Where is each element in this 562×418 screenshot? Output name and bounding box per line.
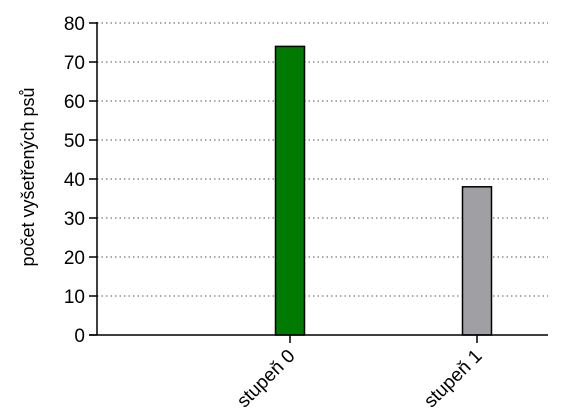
x-tick-label: stupeň 1: [420, 346, 486, 412]
y-tick-label: 0: [74, 326, 85, 347]
y-tick-label: 60: [64, 92, 85, 113]
y-tick-label: 40: [64, 170, 85, 191]
grid-lines: [97, 22, 548, 297]
y-axis-label: počet vyšetřených psů: [18, 87, 38, 266]
bar: [274, 45, 306, 336]
y-tick-label: 10: [64, 287, 85, 308]
y-tick-label: 20: [64, 248, 85, 269]
y-tick-label: 70: [64, 53, 85, 74]
bars: [274, 45, 493, 336]
y-tick-label: 80: [64, 14, 85, 35]
x-ticks: stupeň 0 stupeň 1: [233, 335, 487, 412]
y-tick-label: 50: [64, 131, 85, 152]
y-tick-label: 30: [64, 209, 85, 230]
y-ticks: 0 10 20 30 40 50 60 70 80: [64, 14, 97, 347]
bar: [461, 186, 493, 336]
x-tick-label: stupeň 0: [233, 346, 299, 412]
